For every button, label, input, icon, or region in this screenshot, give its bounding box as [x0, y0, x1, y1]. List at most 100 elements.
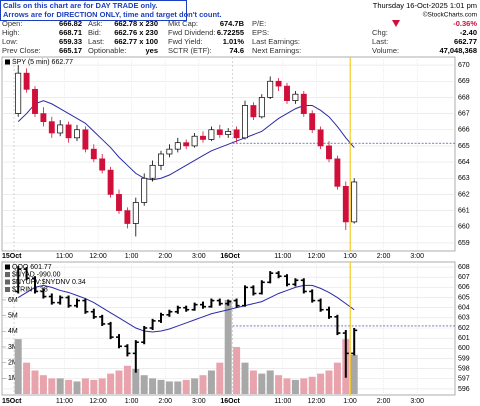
volume-bar: [258, 373, 266, 394]
legend-label: SPY (5 min) 662.77: [12, 59, 73, 66]
y-tick-label: 666: [458, 127, 470, 134]
candle-body: [82, 129, 89, 150]
candle-body: [326, 145, 332, 160]
volume-tick-label: 3M: [8, 344, 18, 351]
volume-bar: [241, 362, 249, 394]
volume-bar: [300, 378, 308, 394]
legend-label: $TRIN 1.38: [12, 286, 48, 293]
candle-body: [158, 153, 164, 166]
info-label: Low:: [2, 37, 18, 46]
volume-bar: [275, 375, 283, 394]
volume-bar: [81, 378, 89, 394]
x-tick-label: 3:00: [410, 398, 424, 405]
legend-label: QQQ 601.77: [12, 264, 52, 271]
volume-bar: [249, 370, 257, 394]
candle-body: [233, 129, 240, 139]
candle-body: [32, 88, 38, 114]
date: Thursday 16-Oct-2025 1:01 pm: [373, 1, 477, 10]
x-tick-label: 2:00: [377, 398, 391, 405]
x-tick-label: 11:00: [56, 253, 73, 260]
candle-body: [309, 113, 316, 131]
candle-body: [216, 129, 223, 135]
volume-tick-label: 5M: [8, 312, 18, 319]
y-tick-label: 661: [458, 207, 470, 214]
x-tick-label: 15Oct: [2, 398, 22, 405]
info-label: Fwd Dividend:: [168, 28, 216, 37]
x-tick-label: 2:00: [377, 253, 391, 260]
candle-body: [292, 93, 299, 102]
x-tick-label: 16Oct: [220, 253, 240, 260]
y-tick-label: 596: [458, 386, 470, 393]
candle-body: [107, 169, 114, 195]
info-value: 1.01%: [223, 37, 245, 46]
info-label: EPS:: [252, 28, 269, 37]
legend-swatch: [5, 59, 10, 65]
info-value: 668.71: [59, 28, 82, 37]
notice-line: Calls on this chart are for DAY TRADE on…: [3, 1, 157, 10]
legend-label: $NYUPV:$NYDNV 0.34: [12, 279, 86, 286]
notice-box: [0, 0, 187, 21]
x-tick-label: 3:00: [192, 253, 206, 260]
candle-body: [99, 158, 106, 171]
volume-bar: [216, 362, 224, 394]
y-tick-label: 600: [458, 345, 470, 352]
info-label: Last:: [88, 37, 104, 46]
moving-average: [17, 284, 355, 333]
legend-swatch: [5, 264, 10, 270]
info-value: 666.82: [59, 19, 82, 28]
candle-body: [132, 202, 139, 224]
candle-body: [300, 93, 307, 114]
x-tick-label: 2:00: [158, 398, 172, 405]
summary-value: -2.40: [460, 28, 477, 37]
volume-bar: [73, 381, 81, 394]
x-tick-label: 1:00: [343, 398, 357, 405]
x-tick-label: 1:00: [125, 398, 139, 405]
info-label: SCTR (ETF):: [168, 46, 212, 55]
candle-body: [191, 135, 198, 147]
legend-label: $NYAD -990.00: [12, 271, 61, 278]
candle-body: [116, 194, 122, 211]
y-tick-label: 669: [458, 78, 470, 85]
x-tick-label: 2:00: [158, 253, 172, 260]
volume-bar: [98, 378, 106, 394]
summary-label: Volume:: [372, 46, 399, 55]
volume-tick-label: 1M: [8, 375, 18, 382]
candle-body: [242, 105, 248, 139]
volume-bar: [291, 379, 299, 394]
volume-tick-label: 6M: [8, 297, 18, 304]
y-tick-label: 659: [458, 240, 470, 247]
info-value: yes: [145, 46, 158, 55]
y-tick-label: 668: [458, 94, 470, 101]
volume-bar: [182, 379, 190, 394]
volume-bar: [224, 299, 232, 394]
x-tick-label: 15Oct: [2, 253, 22, 260]
candle-body: [15, 72, 22, 114]
summary-label: Chg:: [372, 28, 388, 37]
y-tick-label: 665: [458, 143, 470, 150]
brand: ©StockCharts.com: [423, 11, 477, 19]
y-tick-label: 660: [458, 224, 470, 231]
candle-body: [174, 142, 181, 150]
info-label: High:: [2, 28, 20, 37]
volume-tick-label: 2M: [8, 359, 18, 366]
volume-bar: [199, 375, 207, 394]
volume-bar: [308, 376, 316, 394]
x-tick-label: 12:00: [89, 398, 107, 405]
info-grid: Open: 666.82 Ask: 662.78 x 230 Mkt Cap: 674.7…: [2, 19, 477, 55]
candle-body: [334, 158, 341, 187]
candle-body: [200, 135, 206, 140]
y-tick-label: 662: [458, 191, 470, 198]
plot-area: [1, 56, 456, 252]
candle-body: [225, 131, 232, 135]
y-tick-label: 607: [458, 274, 470, 281]
volume-bar: [350, 354, 358, 394]
volume-bar: [123, 365, 131, 394]
volume-bar: [132, 368, 140, 394]
x-tick-label: 11:00: [274, 398, 291, 405]
volume-bar: [140, 375, 148, 394]
volume-tick-label: 4M: [8, 328, 18, 335]
candle-body: [124, 210, 131, 224]
y-tick-label: 667: [458, 110, 470, 117]
x-tick-label: 16Oct: [220, 398, 240, 405]
y-tick-label: 603: [458, 315, 470, 322]
